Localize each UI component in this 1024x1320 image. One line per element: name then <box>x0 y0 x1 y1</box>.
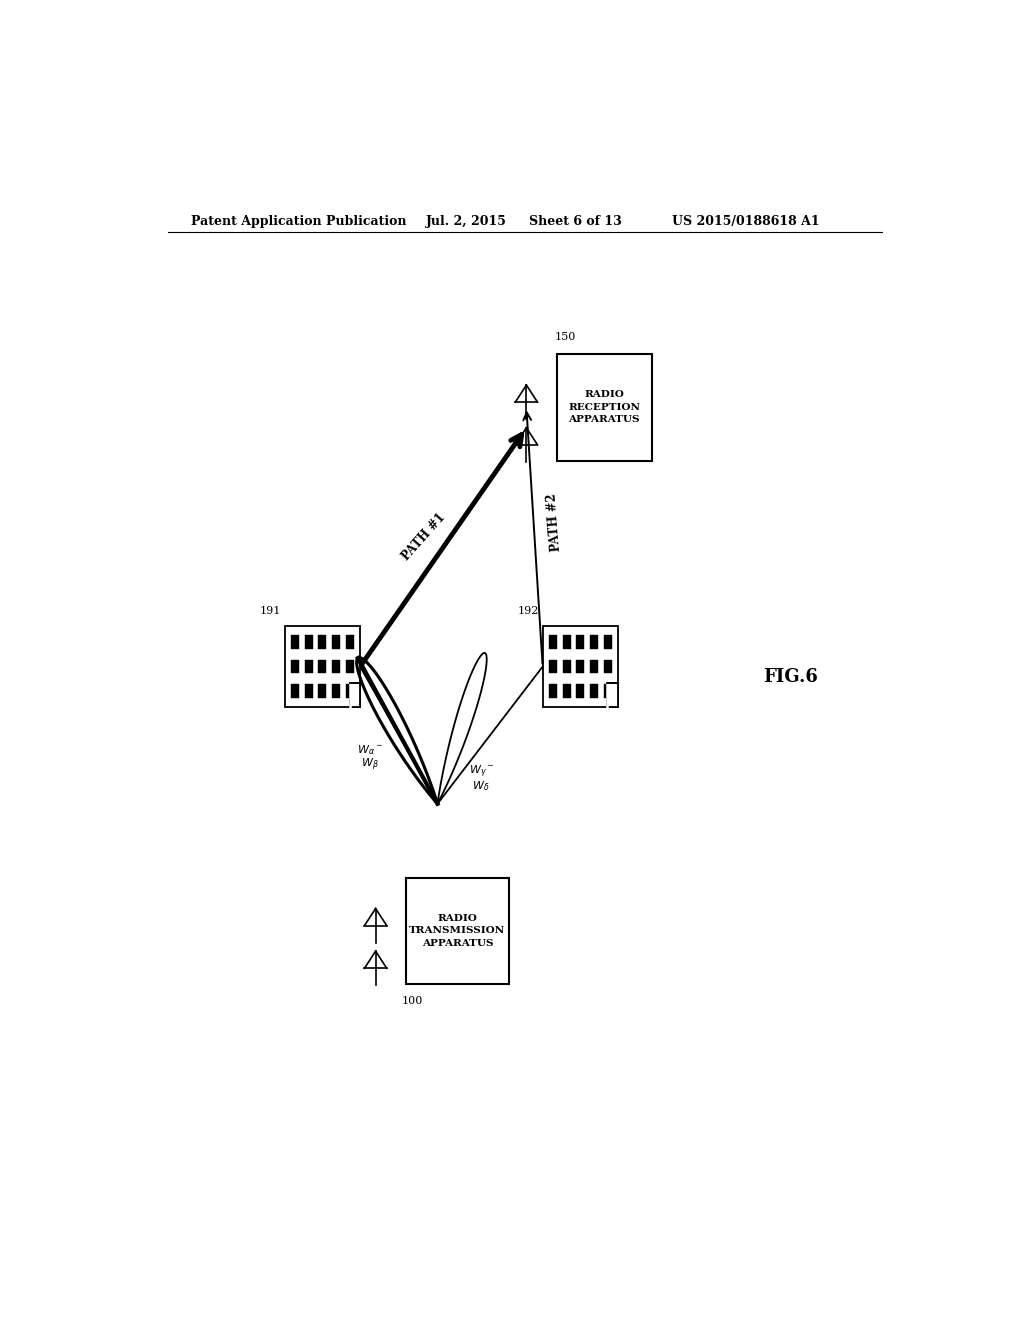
Bar <box>318 660 327 673</box>
Bar <box>346 685 353 698</box>
Bar <box>305 635 312 648</box>
Bar <box>291 685 299 698</box>
Bar <box>590 685 598 698</box>
Text: 192: 192 <box>517 606 539 615</box>
Bar <box>543 626 618 708</box>
Text: Patent Application Publication: Patent Application Publication <box>191 215 407 228</box>
Bar <box>577 685 585 698</box>
Text: $W_\alpha{}^{\sim}$
$W_\beta$: $W_\alpha{}^{\sim}$ $W_\beta$ <box>357 743 383 772</box>
Bar <box>604 660 611 673</box>
Bar <box>577 660 585 673</box>
Bar <box>604 635 611 648</box>
Bar <box>305 660 312 673</box>
Bar <box>549 660 557 673</box>
Bar <box>607 682 618 708</box>
Bar <box>406 878 509 985</box>
Text: 100: 100 <box>401 997 423 1006</box>
Text: Sheet 6 of 13: Sheet 6 of 13 <box>528 215 622 228</box>
Text: PATH #1: PATH #1 <box>399 511 447 564</box>
Bar <box>305 685 312 698</box>
Bar <box>332 660 340 673</box>
Bar <box>318 685 327 698</box>
Bar <box>346 635 353 648</box>
Bar <box>291 635 299 648</box>
Bar <box>285 626 360 708</box>
Bar <box>346 660 353 673</box>
Bar <box>563 660 570 673</box>
Text: Jul. 2, 2015: Jul. 2, 2015 <box>426 215 507 228</box>
Bar <box>590 635 598 648</box>
Text: $W_\gamma{}^{\sim}$
$W_\delta$: $W_\gamma{}^{\sim}$ $W_\delta$ <box>469 764 494 793</box>
Bar <box>549 685 557 698</box>
Text: RADIO
RECEPTION
APPARATUS: RADIO RECEPTION APPARATUS <box>568 391 640 425</box>
Text: PATH #2: PATH #2 <box>546 492 563 552</box>
Bar <box>577 635 585 648</box>
Text: 150: 150 <box>555 331 577 342</box>
Bar <box>563 685 570 698</box>
Bar <box>604 685 611 698</box>
Bar <box>332 685 340 698</box>
Bar <box>349 682 360 708</box>
Bar <box>318 635 327 648</box>
Text: RADIO
TRANSMISSION
APPARATUS: RADIO TRANSMISSION APPARATUS <box>410 913 506 948</box>
Bar <box>563 635 570 648</box>
Bar <box>590 660 598 673</box>
Text: 191: 191 <box>259 606 281 615</box>
Bar <box>557 354 652 461</box>
Bar <box>332 635 340 648</box>
Text: FIG.6: FIG.6 <box>763 668 818 686</box>
Bar <box>291 660 299 673</box>
Bar <box>549 635 557 648</box>
Text: US 2015/0188618 A1: US 2015/0188618 A1 <box>672 215 819 228</box>
